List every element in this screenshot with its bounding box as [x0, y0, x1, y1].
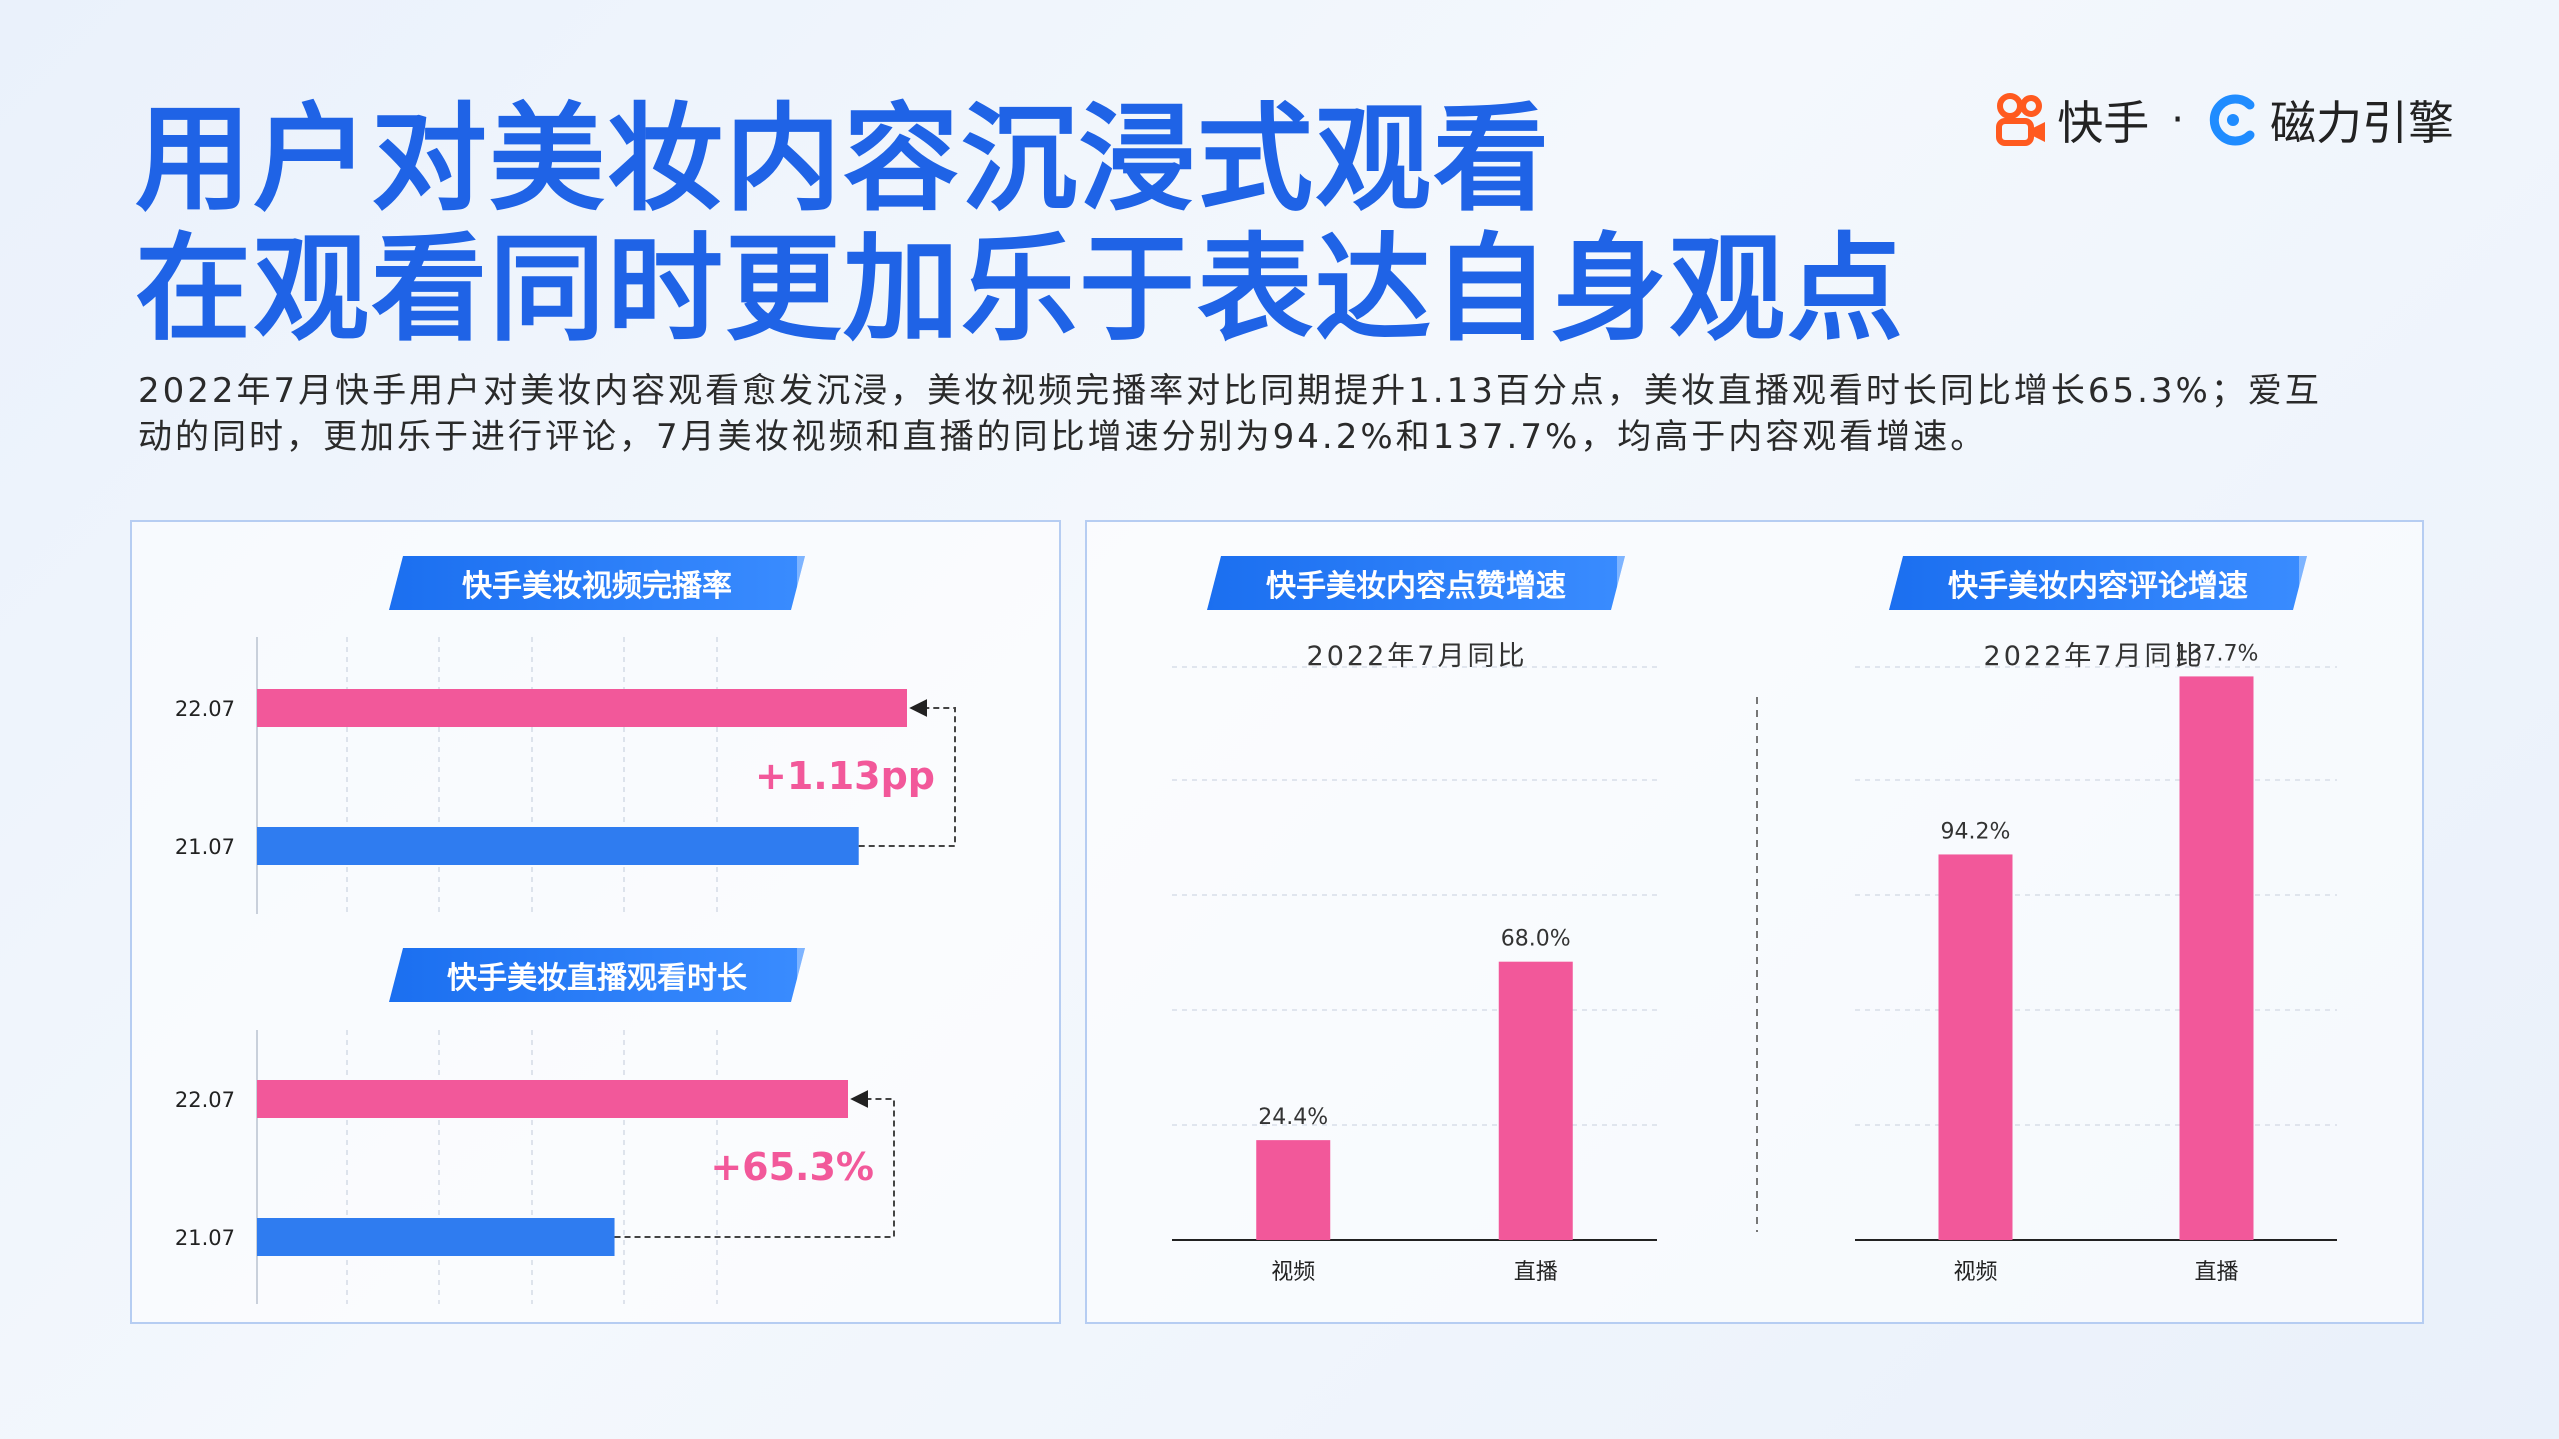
- vertical-bar-charts: 2022年7月同比 24.4% 视频 68.0% 直播 2022年7月同比 94.2% 视频 1…: [1172, 641, 2337, 1285]
- cili-engine-wordmark: 磁力引擎: [2270, 96, 2454, 150]
- title-line-2: 在观看同时更加乐于表达自身观点: [135, 222, 1905, 357]
- tick-label-直播: 直播: [2194, 1260, 2238, 1285]
- kuaishou-logo-icon: [1996, 93, 2046, 146]
- chart-title-comments-growth: 快手美妆内容评论增速: [1889, 556, 2307, 610]
- chart-title-live-watch-time: 快手美妆直播观看时长: [389, 948, 805, 1002]
- chart-subtitle: 2022年7月同比: [1984, 641, 2205, 672]
- brand-separator: ·: [2171, 97, 2184, 143]
- left-panel: 快手美妆视频完播率 快手美妆直播观看时长 22.07 21.07 +1.13pp 22…: [130, 520, 1061, 1324]
- tick-label-22.07: 22.07: [175, 697, 235, 721]
- bar-21.07: [257, 827, 859, 865]
- horizontal-bar-charts: 22.07 21.07 +1.13pp 22.07 21.07 +65.3%: [175, 637, 956, 1304]
- chart-subtitle: 2022年7月同比: [1307, 641, 1528, 672]
- bar-22.07: [257, 689, 907, 727]
- data-label: 68.0%: [1501, 927, 1571, 952]
- bar-视频: [1256, 1140, 1331, 1240]
- bar-直播: [2179, 676, 2254, 1240]
- tick-label-直播: 直播: [1514, 1260, 1558, 1285]
- tick-label-21.07: 21.07: [175, 1226, 235, 1250]
- growth-annotation: +65.3%: [710, 1145, 874, 1189]
- cili-engine-logo-icon: [2209, 94, 2255, 146]
- comparison-arrow: [858, 699, 956, 847]
- description: 2022年7月快手用户对美妆内容观看愈发沉浸，美妆视频完播率对比同期提升1.13…: [138, 368, 2458, 460]
- data-label: 24.4%: [1258, 1105, 1328, 1130]
- chart-title-completion-rate: 快手美妆视频完播率: [389, 556, 805, 610]
- description-line-2: 动的同时，更加乐于进行评论，7月美妆视频和直播的同比增速分别为94.2%和137…: [138, 417, 1988, 457]
- tick-label-22.07: 22.07: [175, 1088, 235, 1112]
- tick-label-21.07: 21.07: [175, 835, 235, 859]
- data-label: 137.7%: [2175, 641, 2259, 666]
- kuaishou-wordmark: 快手: [2057, 96, 2150, 150]
- data-label: 94.2%: [1941, 819, 2011, 844]
- description-line-1: 2022年7月快手用户对美妆内容观看愈发沉浸，美妆视频完播率对比同期提升1.13…: [138, 371, 2322, 411]
- bar-22.07: [257, 1080, 848, 1118]
- page-title: 用户对美妆内容沉浸式观看 在观看同时更加乐于表达自身观点: [135, 95, 1905, 355]
- brand-logos: 快手 · 磁力引擎: [1993, 88, 2454, 152]
- chart-title-likes-growth: 快手美妆内容点赞增速: [1207, 556, 1625, 610]
- bar-直播: [1498, 961, 1573, 1240]
- title-line-1: 用户对美妆内容沉浸式观看: [135, 92, 1551, 227]
- tick-label-视频: 视频: [1271, 1260, 1315, 1285]
- tick-label-视频: 视频: [1953, 1260, 1997, 1285]
- bar-21.07: [257, 1218, 615, 1256]
- right-panel: 快手美妆内容点赞增速 快手美妆内容评论增速 2022年7月同比 24.4% 视频 68…: [1085, 520, 2424, 1324]
- bar-视频: [1938, 854, 2013, 1240]
- growth-annotation: +1.13pp: [755, 754, 935, 798]
